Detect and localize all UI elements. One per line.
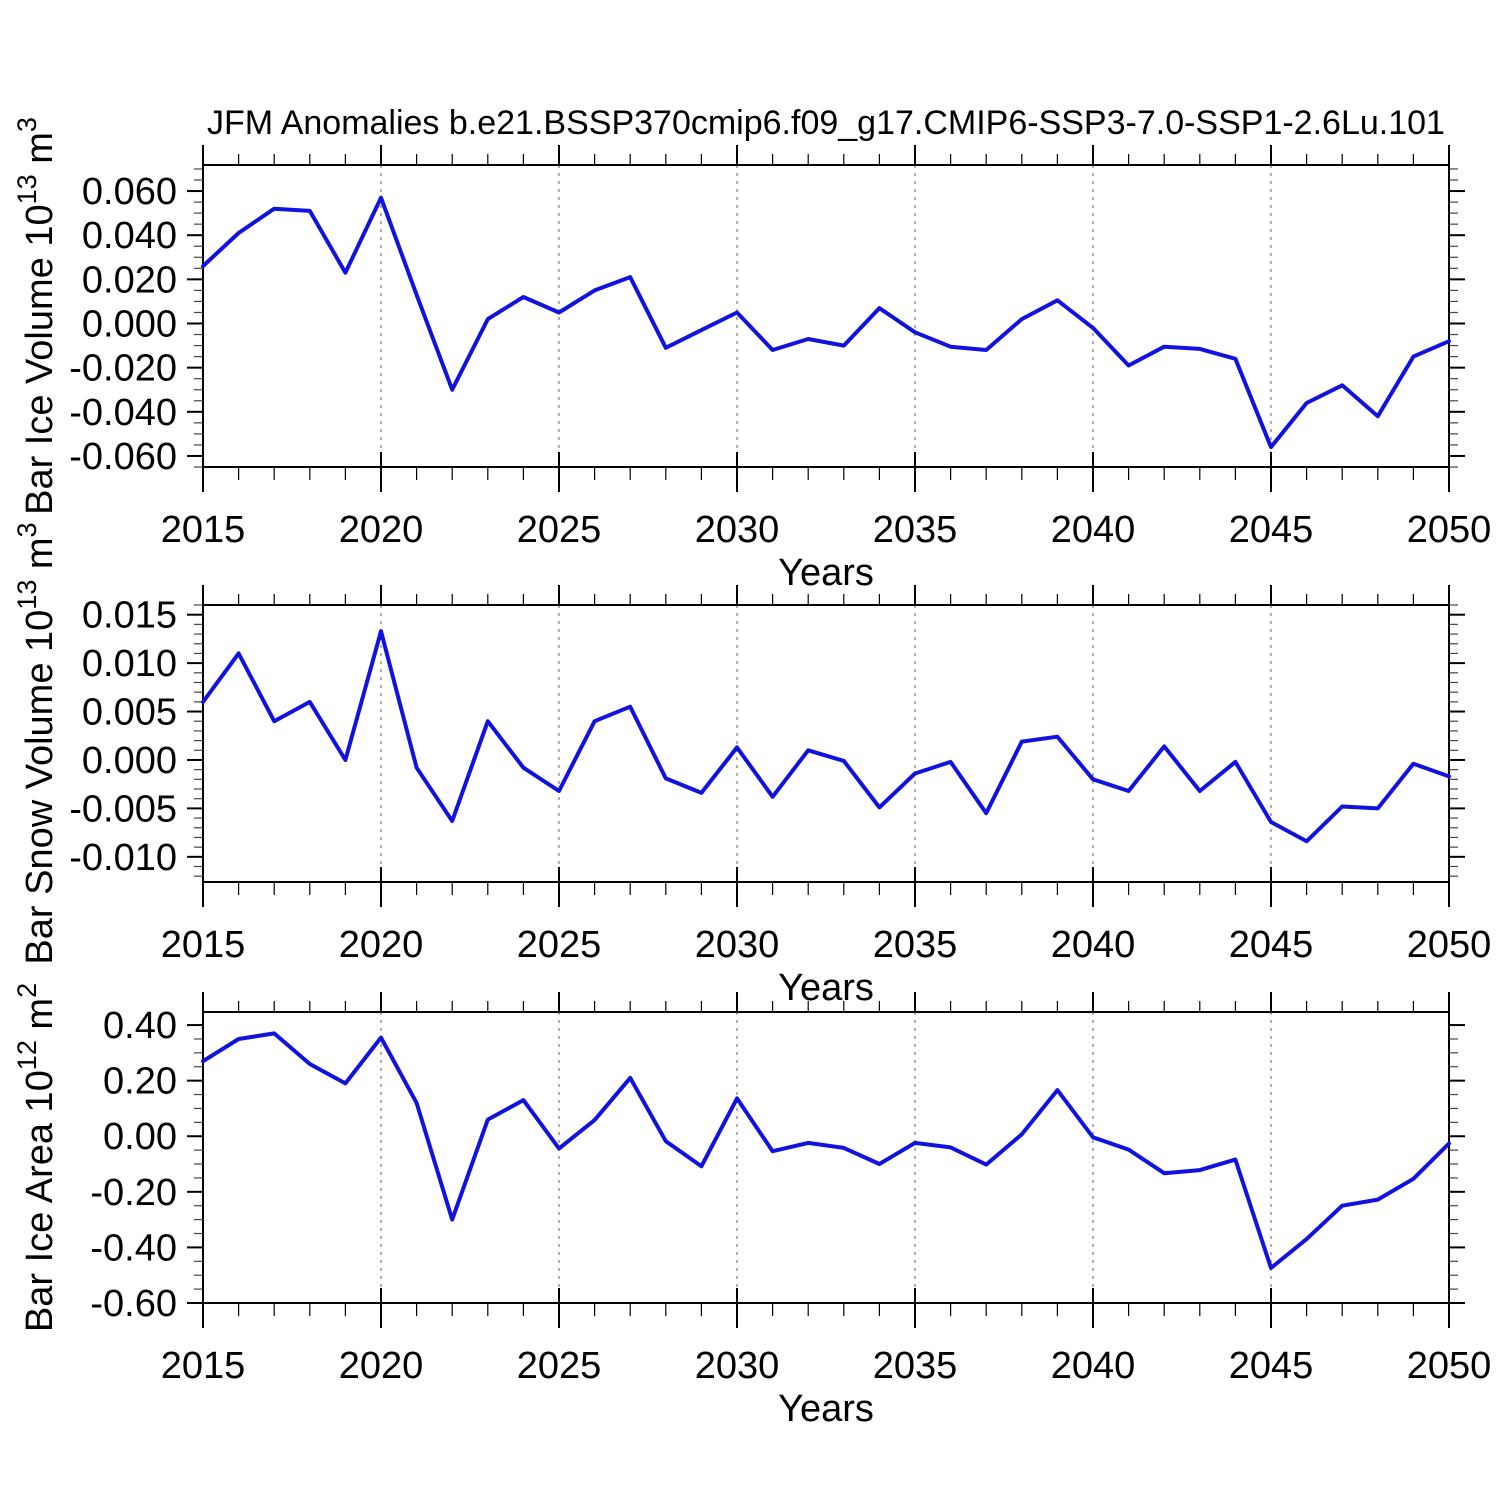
x-tick-label: 2035 [873, 924, 958, 966]
x-tick-label: 2015 [161, 1345, 246, 1387]
y-tick-label: 0.040 [82, 215, 177, 257]
y-tick-label: -0.60 [90, 1283, 177, 1325]
data-line-bar-snow-volume [201, 629, 1451, 844]
panel-bar-snow-volume: 0.015 0.010 0.005 0.000 -0.005 -0.010 2015 2020… [12, 522, 1491, 1009]
x-tick-label: 2020 [339, 509, 424, 551]
x-axis-ticks [202, 145, 1450, 492]
y-tick-label: 0.010 [82, 643, 177, 685]
x-axis-ticks [202, 992, 1450, 1328]
x-tick-label: 2025 [517, 509, 602, 551]
x-tick-label: 2035 [873, 509, 958, 551]
gridlines [380, 165, 1272, 467]
y-tick-label: -0.40 [90, 1227, 177, 1269]
x-tick-label: 2015 [161, 509, 246, 551]
y-tick-label: 0.000 [82, 740, 177, 782]
y-tick-label: 0.060 [82, 171, 177, 213]
x-tick-label: 2050 [1407, 924, 1492, 966]
y-tick-label: -0.020 [69, 348, 177, 390]
x-tick-label: 2020 [339, 1345, 424, 1387]
plot-frame [202, 604, 1450, 883]
x-tick-label: 2035 [873, 1345, 958, 1387]
y-axis-title: Bar Ice Volume 1013 m3 [12, 117, 61, 515]
x-tick-label: 2030 [695, 924, 780, 966]
gridlines [380, 605, 1272, 882]
y-axis-ticks [187, 604, 1465, 877]
plot-frame [202, 1011, 1450, 1304]
x-axis-title: Years [778, 552, 874, 594]
x-axis-title: Years [778, 1388, 874, 1430]
figure-title: JFM Anomalies b.e21.BSSP370cmip6.f09_g17… [207, 104, 1445, 142]
x-tick-label: 2045 [1229, 924, 1314, 966]
y-tick-label: 0.40 [103, 1005, 177, 1047]
x-tick-label: 2025 [517, 1345, 602, 1387]
x-tick-label: 2040 [1051, 924, 1136, 966]
x-tick-label: 2020 [339, 924, 424, 966]
y-tick-label: -0.040 [69, 392, 177, 434]
y-tick-label: -0.20 [90, 1172, 177, 1214]
data-line-bar-ice-volume [201, 195, 1451, 450]
y-tick-label: 0.020 [82, 259, 177, 301]
x-axis-title: Years [778, 967, 874, 1009]
y-tick-label: -0.005 [69, 788, 177, 830]
x-tick-label: 2050 [1407, 509, 1492, 551]
x-tick-label: 2045 [1229, 509, 1314, 551]
y-axis-ticks [187, 168, 1465, 468]
y-tick-label: 0.000 [82, 304, 177, 346]
x-tick-label: 2050 [1407, 1345, 1492, 1387]
y-tick-label: -0.060 [69, 436, 177, 478]
x-tick-label: 2030 [695, 1345, 780, 1387]
x-tick-label: 2025 [517, 924, 602, 966]
x-tick-label: 2045 [1229, 1345, 1314, 1387]
y-tick-label: 0.20 [103, 1061, 177, 1103]
y-tick-label: 0.015 [82, 595, 177, 637]
x-tick-label: 2040 [1051, 1345, 1136, 1387]
gridlines [380, 1012, 1272, 1303]
y-axis-title: Bar Snow Volume 1013 m3 [12, 522, 61, 964]
x-tick-label: 2030 [695, 509, 780, 551]
panel-bar-ice-area: 0.40 0.20 0.00 -0.20 -0.40 -0.60 2015 2020 2025 2… [12, 983, 1491, 1430]
plot-frame [202, 164, 1450, 468]
x-tick-label: 2040 [1051, 509, 1136, 551]
y-axis-title: Bar Ice Area 1012 m2 [12, 983, 61, 1332]
x-tick-label: 2015 [161, 924, 246, 966]
data-line-bar-ice-area [201, 1031, 1451, 1270]
x-axis-ticks [202, 585, 1450, 907]
y-tick-label: 0.005 [82, 692, 177, 734]
y-tick-label: -0.010 [69, 837, 177, 879]
y-tick-label: 0.00 [103, 1116, 177, 1158]
y-axis-ticks [187, 1024, 1465, 1304]
